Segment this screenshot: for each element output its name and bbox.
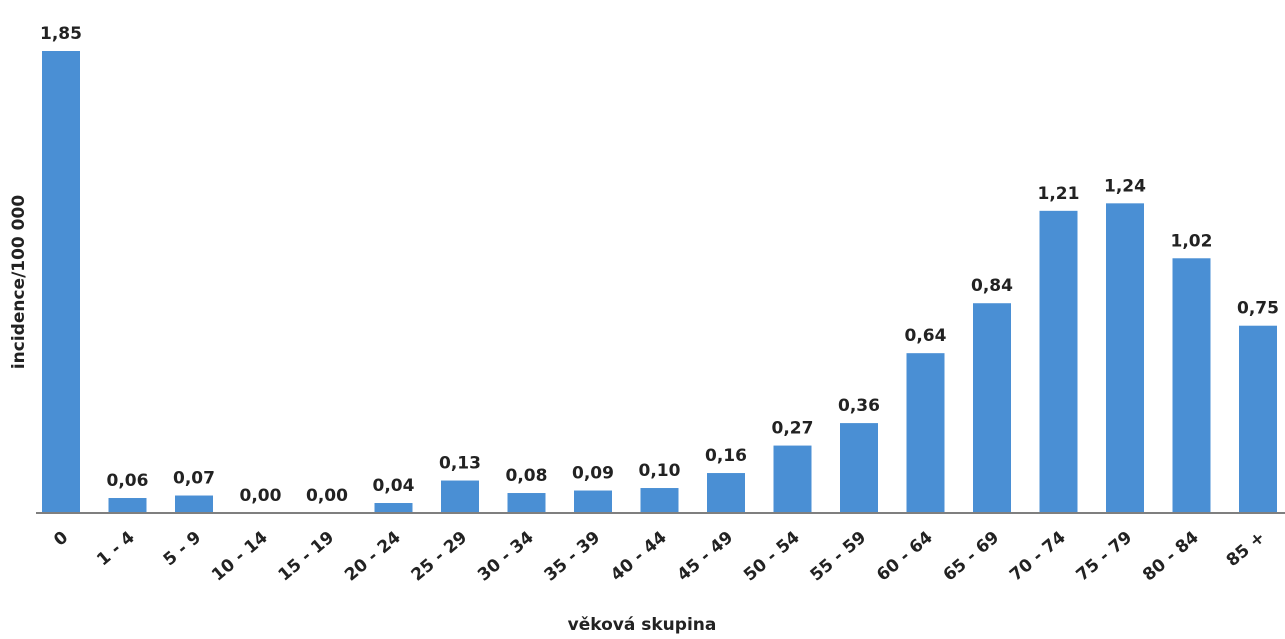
y-axis-title: incidence/100 000: [9, 195, 29, 370]
x-tick-label: 50 - 54: [740, 527, 804, 585]
bar: [840, 423, 878, 513]
bar-value-label: 1,21: [1038, 184, 1080, 204]
x-tick-label: 85 +: [1223, 528, 1269, 571]
bar-value-label: 0,00: [240, 486, 282, 506]
bar: [906, 353, 945, 513]
bar-value-label: 0,64: [905, 326, 947, 346]
bar: [707, 473, 745, 513]
bar: [507, 493, 546, 513]
bar-value-label: 0,27: [772, 419, 814, 439]
x-tick-label: 30 - 34: [474, 527, 538, 585]
x-axis-title: věková skupina: [568, 615, 717, 635]
x-tick-label: 35 - 39: [541, 528, 605, 586]
bar-value-label: 1,24: [1104, 176, 1146, 196]
x-tick-label: 65 - 69: [940, 528, 1004, 586]
bar-value-label: 0,36: [838, 396, 880, 416]
x-tick-label: 70 - 74: [1006, 527, 1070, 585]
bar: [374, 503, 413, 513]
bars-group: [42, 51, 1277, 513]
bar-value-label: 0,10: [639, 461, 681, 481]
x-tick-label: 20 - 24: [341, 527, 405, 585]
bar-value-label: 0,04: [373, 476, 415, 496]
bar: [441, 480, 479, 513]
bar: [773, 445, 812, 513]
bar-value-label: 0,09: [572, 464, 614, 484]
x-tick-label: 15 - 19: [275, 528, 339, 586]
x-tick-label: 45 - 49: [674, 528, 738, 586]
bar-value-label: 0,16: [705, 446, 747, 466]
bar: [1106, 203, 1144, 513]
bar: [42, 51, 80, 513]
bar: [574, 490, 612, 513]
bar: [1239, 325, 1277, 513]
bar: [640, 488, 679, 513]
bar-value-label: 0,08: [506, 466, 548, 486]
x-tick-label: 5 - 9: [160, 528, 205, 571]
x-tick-label: 55 - 59: [807, 528, 871, 586]
value-labels-group: 1,85 0,06 0,07 0,00 0,00 0,04 0,13 0,08 0,09 0,10…: [40, 24, 1279, 506]
x-tick-label: 75 - 79: [1073, 528, 1137, 586]
x-tick-label: 80 - 84: [1139, 527, 1203, 585]
x-tick-label: 0: [50, 527, 72, 550]
x-tick-label: 25 - 29: [408, 528, 472, 586]
bar-value-label: 0,07: [173, 469, 215, 489]
bar-value-label: 0,84: [971, 276, 1013, 296]
bar-value-label: 0,00: [306, 486, 348, 506]
bar: [175, 495, 213, 513]
x-tick-label: 60 - 64: [873, 527, 937, 585]
x-tick-label: 1 - 4: [93, 527, 139, 570]
bar: [1172, 258, 1211, 513]
x-tick-label: 40 - 44: [607, 527, 671, 585]
bar-value-label: 0,06: [107, 471, 149, 491]
bar-value-label: 0,75: [1237, 299, 1279, 319]
bar-value-label: 1,02: [1171, 231, 1213, 251]
bar: [1039, 210, 1078, 513]
bar: [108, 498, 147, 513]
x-tick-label: 10 - 14: [208, 527, 272, 585]
bar-value-label: 0,13: [439, 454, 481, 474]
bar: [973, 303, 1011, 513]
bar-value-label: 1,85: [40, 24, 82, 44]
